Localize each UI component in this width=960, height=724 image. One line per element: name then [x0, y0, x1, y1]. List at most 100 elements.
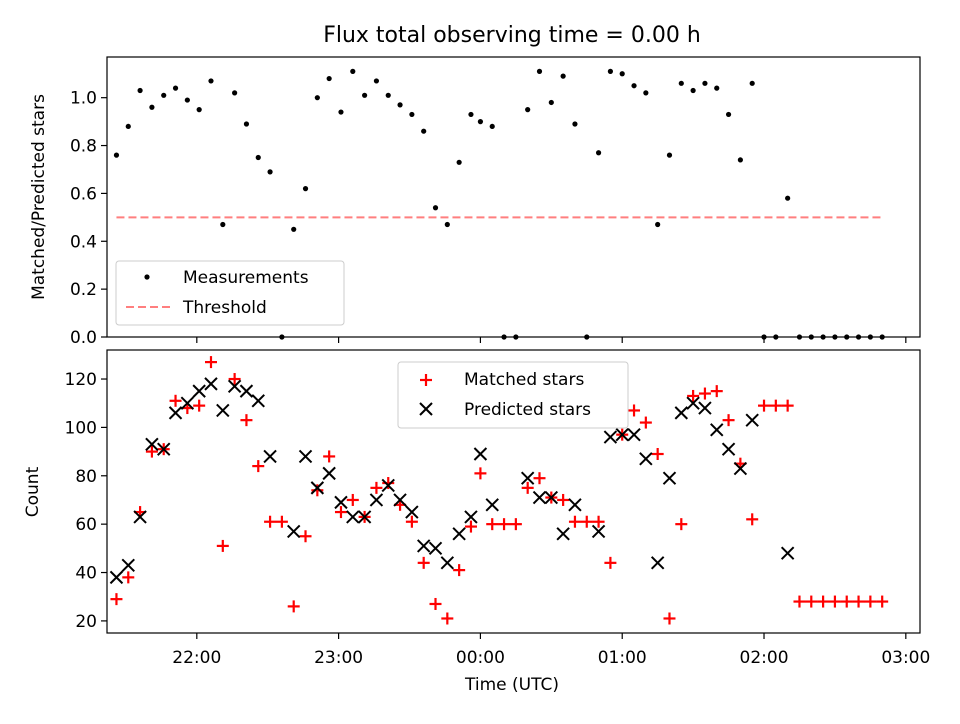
- predicted-star-point: [544, 490, 559, 505]
- predicted-star-point: [334, 495, 348, 510]
- predicted-star-point: [603, 430, 618, 444]
- predicted-star-stroke-b: [662, 471, 677, 485]
- matched-star-point: [240, 414, 253, 427]
- predicted-star-point: [745, 413, 759, 427]
- matched-star-point: [722, 414, 735, 427]
- predicted-star-point: [464, 510, 478, 524]
- predicted-star-stroke-b: [452, 527, 466, 541]
- measurement-point: [314, 95, 320, 101]
- measurement-point: [560, 73, 566, 79]
- predicted-star-point: [416, 539, 431, 553]
- predicted-star-stroke-b: [334, 495, 348, 510]
- matched-star-point: [370, 481, 383, 494]
- predicted-star-stroke-b: [520, 471, 535, 485]
- predicted-star-stroke-b: [263, 449, 277, 464]
- predicted-star-stroke-b: [405, 505, 419, 519]
- measurement-point: [444, 221, 450, 228]
- bottom-ylabel: Count: [23, 466, 43, 517]
- predicted-star-stroke-b: [568, 498, 582, 512]
- predicted-star-point: [180, 396, 195, 410]
- matched-star-point: [557, 493, 570, 506]
- predicted-star-stroke-b: [168, 406, 183, 420]
- matched-star-point: [592, 515, 605, 528]
- predicted-star-stroke-b: [464, 510, 478, 524]
- matched-star-point: [474, 467, 487, 480]
- predicted-star-point: [310, 481, 325, 495]
- predicted-star-stroke-b: [473, 447, 488, 461]
- legend-measurements-marker: [144, 274, 150, 280]
- measurement-point: [243, 121, 250, 127]
- predicted-star-point: [650, 556, 665, 570]
- measurement-point: [373, 78, 380, 84]
- predicted-star-stroke-b: [627, 427, 641, 442]
- measurement-point: [690, 87, 696, 94]
- measurement-point: [338, 109, 344, 115]
- legend-predicted-marker: [419, 402, 433, 416]
- matched-star-point: [840, 595, 853, 608]
- predicted-star-point: [263, 449, 277, 464]
- matched-star-point: [817, 595, 830, 608]
- measurement-point: [113, 152, 120, 158]
- predicted-star-stroke-b: [591, 524, 606, 539]
- predicted-star-stroke-b: [485, 498, 499, 512]
- predicted-star-stroke-b: [251, 394, 265, 408]
- matched-star-point: [828, 595, 841, 608]
- measurement-point: [397, 102, 403, 108]
- measurement-point: [172, 85, 179, 91]
- predicted-star-point: [452, 527, 466, 541]
- predicted-star-stroke-b: [157, 442, 171, 456]
- predicted-star-point: [346, 510, 360, 524]
- top-ytick-label: 0.8: [70, 137, 97, 157]
- measurement-point: [468, 111, 474, 118]
- bottom-xtick-label: 23:00: [314, 648, 363, 668]
- predicted-star-point: [520, 471, 535, 485]
- measurement-point: [409, 111, 415, 118]
- predicted-star-point: [532, 490, 547, 505]
- bottom-xtick-label: 22:00: [172, 648, 221, 668]
- predicted-star-point: [109, 570, 124, 585]
- matched-star-point: [521, 481, 534, 494]
- matched-star-point: [299, 530, 312, 543]
- bottom-ytick-label: 60: [75, 515, 97, 535]
- predicted-star-point: [428, 541, 443, 556]
- measurement-point: [737, 157, 743, 163]
- matched-star-point: [758, 399, 771, 412]
- measurement-point: [584, 334, 590, 340]
- bottom-xtick-label: 00:00: [456, 648, 505, 668]
- matched-star-point: [346, 493, 359, 506]
- predicted-star-stroke-b: [346, 510, 360, 524]
- predicted-star-point: [298, 449, 313, 464]
- measurement-point: [666, 152, 673, 158]
- measurement-point: [232, 90, 238, 96]
- bottom-panel-frame: [106, 349, 921, 634]
- predicted-star-point: [357, 510, 372, 524]
- legend-predicted-label: Predicted stars: [464, 400, 591, 420]
- matched-star-point: [169, 394, 182, 407]
- measurement-point: [773, 334, 779, 340]
- predicted-star-point: [721, 442, 736, 456]
- measurement-point: [149, 104, 155, 110]
- predicted-star-stroke-b: [109, 570, 124, 585]
- measurement-point: [643, 90, 649, 96]
- measurement-point: [820, 334, 826, 340]
- predicted-star-stroke-b: [216, 403, 230, 418]
- predicted-star-point: [322, 466, 336, 481]
- predicted-star-point: [556, 527, 570, 541]
- predicted-star-stroke-b: [780, 546, 795, 560]
- matched-star-point: [604, 556, 617, 569]
- measurement-point: [785, 195, 791, 201]
- predicted-star-stroke-b: [381, 478, 395, 493]
- matched-star-point: [429, 597, 442, 610]
- predicted-star-stroke-b: [603, 430, 618, 444]
- top-ytick-label: 0.2: [70, 280, 97, 300]
- matched-star-point: [453, 564, 466, 577]
- matched-star-point: [876, 595, 889, 608]
- matched-star-point: [509, 518, 522, 531]
- measurement-point: [279, 334, 285, 340]
- measurement-point: [326, 75, 332, 82]
- bottom-ytick-label: 80: [75, 467, 97, 487]
- measurement-point: [808, 334, 814, 340]
- matched-star-point: [405, 515, 418, 528]
- legend-measurements-label: Measurements: [183, 268, 309, 288]
- bottom-xtick-label: 01:00: [598, 648, 647, 668]
